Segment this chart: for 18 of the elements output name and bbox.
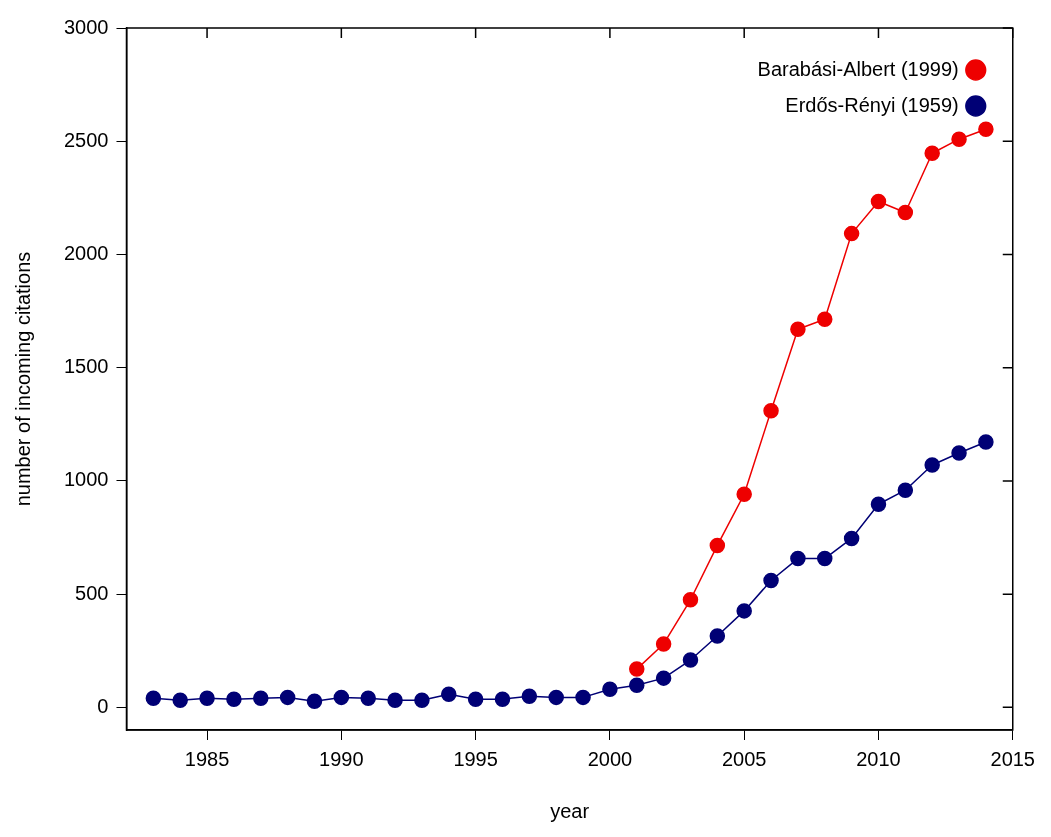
y-tick-label: 1000 — [63, 468, 109, 491]
x-tick-label: 2015 — [990, 747, 1035, 770]
y-tick-label: 1500 — [63, 355, 109, 378]
x-tick-label: 1985 — [184, 747, 230, 770]
x-tick-label: 2000 — [587, 747, 633, 770]
y-tick-label: 2000 — [63, 241, 109, 264]
y-axis-title: number of incoming citations — [11, 251, 34, 507]
y-tick-label: 3000 — [63, 15, 109, 38]
y-tick-label: 0 — [97, 694, 109, 717]
x-tick-label: 1995 — [453, 747, 498, 770]
legend-label: Barabási-Albert (1999) — [757, 57, 959, 80]
y-tick-label: 2500 — [63, 128, 109, 151]
x-axis-title: year — [550, 799, 590, 822]
x-tick-label: 2005 — [721, 747, 767, 770]
x-tick-label: 1990 — [319, 747, 364, 770]
x-tick-label: 2010 — [856, 747, 901, 770]
y-tick-label: 500 — [75, 581, 109, 604]
legend-label: Erdős-Rényi (1959) — [785, 93, 959, 116]
